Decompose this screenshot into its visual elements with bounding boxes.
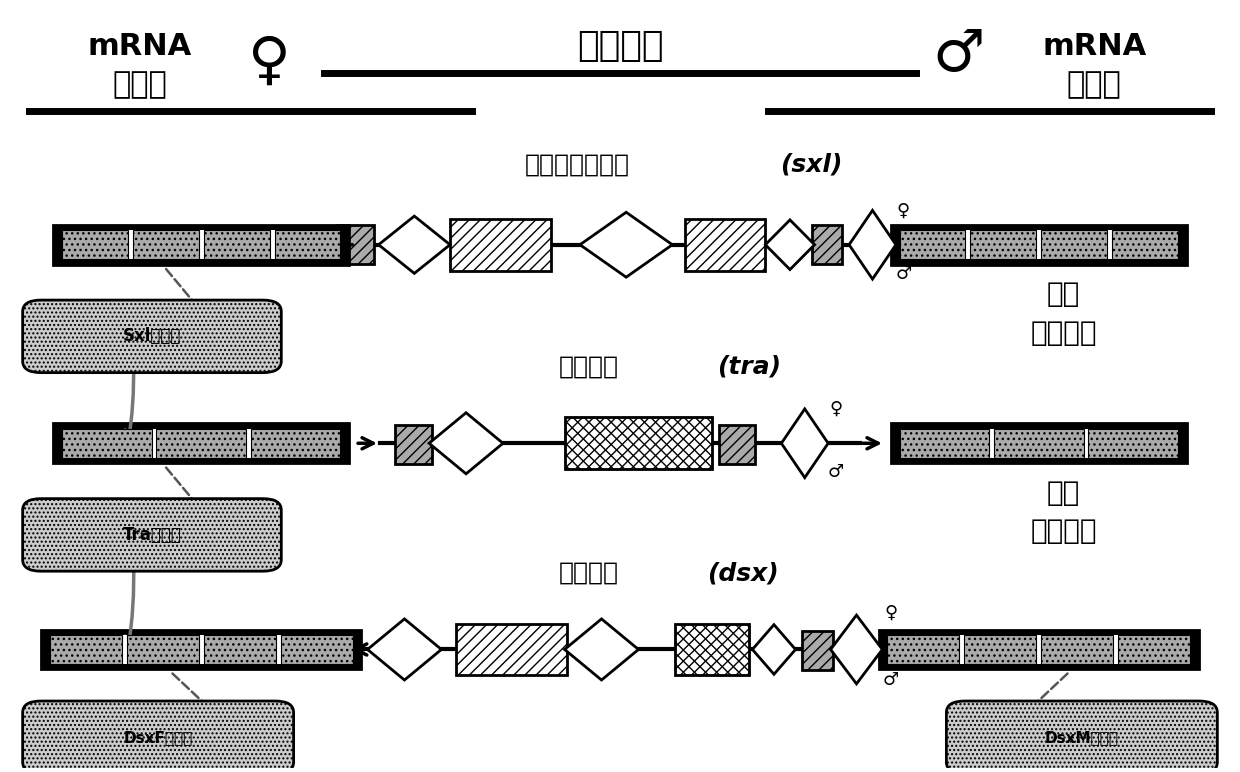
Bar <box>53 423 348 463</box>
Bar <box>394 425 432 464</box>
Bar <box>62 428 341 458</box>
Polygon shape <box>831 615 883 684</box>
Bar <box>1042 230 1107 259</box>
Bar <box>564 418 712 469</box>
Bar <box>994 428 1084 458</box>
Text: (dsx): (dsx) <box>707 561 779 585</box>
Bar <box>133 230 198 259</box>
Polygon shape <box>564 619 639 680</box>
Bar <box>971 230 1037 259</box>
Bar <box>450 218 551 271</box>
Bar <box>965 635 1037 664</box>
Bar <box>274 230 341 259</box>
Polygon shape <box>367 619 441 680</box>
Bar <box>337 225 373 264</box>
Text: Tra蛋白质: Tra蛋白质 <box>123 526 181 544</box>
Text: ♀: ♀ <box>830 400 842 418</box>
Bar <box>676 624 749 676</box>
Bar <box>892 225 1187 265</box>
Text: ♀: ♀ <box>248 33 290 90</box>
Bar <box>1118 635 1190 664</box>
Text: mRNA: mRNA <box>88 32 192 61</box>
Bar <box>280 635 352 664</box>
Polygon shape <box>765 220 815 269</box>
Bar <box>888 635 1190 664</box>
Polygon shape <box>378 216 450 273</box>
Polygon shape <box>849 210 895 279</box>
Text: Sxl蛋白质: Sxl蛋白质 <box>123 327 181 345</box>
Text: ♂: ♂ <box>883 671 899 689</box>
Text: ♂: ♂ <box>895 265 911 283</box>
Bar <box>62 230 128 259</box>
Bar <box>684 218 765 271</box>
Text: 转换基因: 转换基因 <box>559 355 619 379</box>
Polygon shape <box>429 413 503 474</box>
Bar <box>156 428 246 458</box>
Text: 蛋白质: 蛋白质 <box>1066 69 1121 99</box>
Bar <box>879 630 1199 669</box>
Bar <box>899 230 1178 259</box>
Bar <box>676 624 749 676</box>
Bar <box>62 230 341 259</box>
Text: ♀: ♀ <box>884 604 898 621</box>
Bar <box>41 630 361 669</box>
Polygon shape <box>781 409 828 478</box>
FancyBboxPatch shape <box>22 701 294 772</box>
Text: 无蛋白质: 无蛋白质 <box>1030 319 1096 347</box>
Bar <box>811 225 842 264</box>
Text: (tra): (tra) <box>717 355 781 379</box>
FancyBboxPatch shape <box>22 300 281 373</box>
Bar <box>456 624 567 676</box>
Bar <box>1112 230 1178 259</box>
Text: 基因结构: 基因结构 <box>577 29 663 63</box>
Bar <box>250 428 341 458</box>
Bar <box>203 635 275 664</box>
Text: ♂: ♂ <box>827 463 843 481</box>
Bar <box>899 428 1178 458</box>
Bar <box>899 230 966 259</box>
Text: DsxM蛋白质: DsxM蛋白质 <box>1045 730 1118 745</box>
Bar <box>888 635 960 664</box>
Bar <box>899 428 990 458</box>
Bar <box>203 230 269 259</box>
Bar <box>50 635 122 664</box>
Text: ♀: ♀ <box>897 201 910 219</box>
Text: 蛋白质: 蛋白质 <box>113 69 167 99</box>
Bar <box>1089 428 1178 458</box>
Bar <box>892 423 1187 463</box>
Text: DsxF蛋白质: DsxF蛋白质 <box>124 730 192 745</box>
Text: (sxl): (sxl) <box>780 153 842 177</box>
FancyBboxPatch shape <box>946 701 1218 772</box>
Bar <box>53 225 348 265</box>
Bar <box>126 635 198 664</box>
Bar <box>62 428 151 458</box>
Text: 停止: 停止 <box>1047 479 1080 507</box>
Bar <box>1042 635 1114 664</box>
Text: 性决定致死基因: 性决定致死基因 <box>525 153 630 177</box>
Text: mRNA: mRNA <box>1042 32 1146 61</box>
Bar <box>50 635 352 664</box>
Text: 双性基因: 双性基因 <box>559 561 619 585</box>
Text: 无蛋白质: 无蛋白质 <box>1030 517 1096 545</box>
Text: ♂: ♂ <box>932 25 985 83</box>
FancyBboxPatch shape <box>22 499 281 571</box>
Bar <box>802 631 833 670</box>
Bar <box>718 425 755 464</box>
Polygon shape <box>753 625 796 674</box>
Polygon shape <box>580 212 672 277</box>
Text: 停止: 停止 <box>1047 280 1080 308</box>
Bar <box>564 418 712 469</box>
